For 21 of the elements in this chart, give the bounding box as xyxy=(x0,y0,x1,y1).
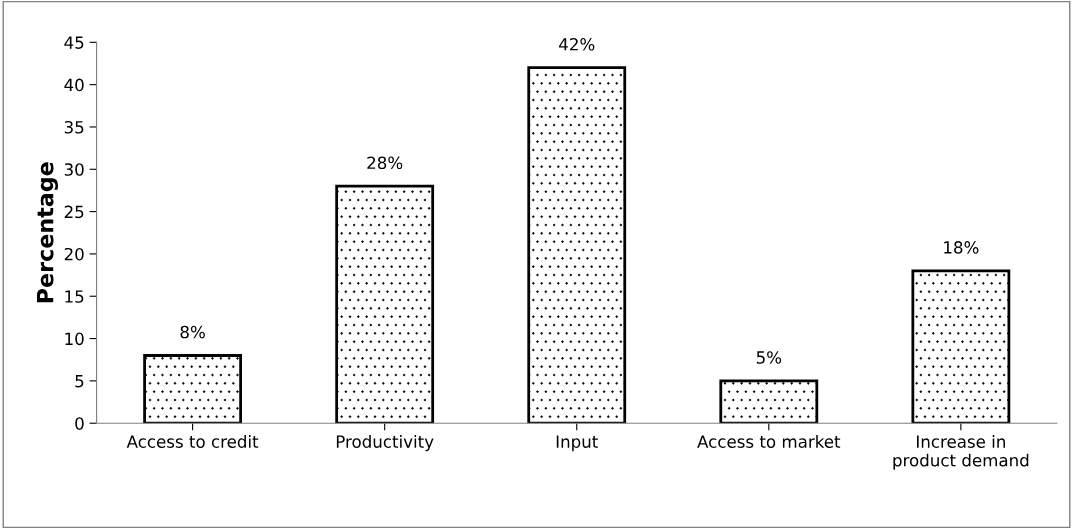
y-tick-label: 5 xyxy=(75,375,84,388)
y-tick-label: 0 xyxy=(75,417,84,430)
y-tick-label: 20 xyxy=(64,247,84,261)
x-tick-label: Increase in product demand xyxy=(893,435,1029,470)
y-tick-label: 40 xyxy=(64,78,84,92)
y-tick-label: 10 xyxy=(65,332,84,346)
y-tick-label: 45 xyxy=(64,36,84,49)
y-tick-label: 15 xyxy=(65,290,84,303)
data-label: 42% xyxy=(559,37,595,51)
y-tick-label: 25 xyxy=(64,205,84,219)
data-label: 5% xyxy=(756,351,782,364)
y-tick-label: 30 xyxy=(64,163,84,176)
x-tick-label: Access to market xyxy=(697,435,841,448)
y-tick-label: 35 xyxy=(64,120,84,134)
data-label: 8% xyxy=(180,325,205,339)
y-axis-title: Percentage xyxy=(37,162,58,303)
data-label: 18% xyxy=(944,241,979,254)
x-tick-label: Input xyxy=(556,435,598,452)
data-label: 28% xyxy=(367,156,403,170)
x-tick-label: Productivity xyxy=(336,435,434,452)
x-tick-label: Access to credit xyxy=(126,435,259,448)
